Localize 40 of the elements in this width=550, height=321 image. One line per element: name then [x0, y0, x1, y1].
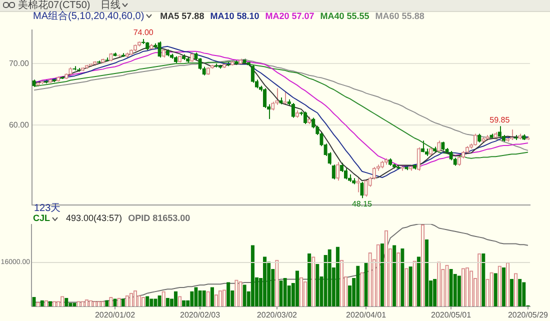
- candlestick: [474, 133, 478, 146]
- text: OPID 81653.00: [128, 213, 190, 223]
- candlestick: [420, 140, 425, 153]
- x-tick-label: 2020/01/02: [94, 310, 136, 320]
- x-tick-label: 2020/05/01: [431, 310, 472, 320]
- candlestick: [364, 178, 368, 198]
- annotation: 59.85: [490, 115, 510, 124]
- candlestick: [498, 126, 502, 139]
- annotation: 123天: [34, 202, 61, 214]
- chart-subtitle: 日线: [100, 0, 122, 11]
- y-tick-label: 60.00: [8, 120, 30, 130]
- candlestick: [332, 164, 336, 180]
- text: CJL: [33, 213, 52, 223]
- candlestick: [449, 150, 453, 161]
- x-tick-label: 2020/05/29: [508, 310, 549, 320]
- candlestick: [262, 88, 267, 108]
- text: 493.00(43:57): [66, 213, 122, 223]
- annotation: 74.00: [133, 28, 154, 38]
- candlestick: [291, 102, 295, 118]
- candlestick: [283, 90, 287, 106]
- candlestick: [158, 40, 162, 58]
- candlestick: [312, 117, 316, 129]
- text: MA10 58.10: [210, 11, 260, 21]
- candlestick: [457, 155, 461, 166]
- text: MA20 57.07: [265, 11, 314, 21]
- annotation: 48.15: [352, 199, 373, 208]
- candlestick: [416, 146, 420, 172]
- text: MA60 55.88: [375, 11, 424, 21]
- x-tick-label: 2020/04/01: [346, 310, 387, 320]
- x-tick-label: 2020/02/03: [180, 310, 221, 320]
- candlestick: [250, 64, 254, 84]
- candlestick: [360, 181, 364, 199]
- candlestick: [190, 52, 194, 62]
- text: MA40 55.55: [320, 11, 370, 21]
- y-tick-label: 70.00: [8, 58, 30, 68]
- text: MA组合(5,10,20,40,60,0): [33, 11, 146, 22]
- candlestick: [356, 178, 360, 193]
- text: MA5 57.88: [160, 11, 204, 21]
- x-tick-label: 2020/03/02: [256, 310, 298, 320]
- candlestick: [303, 111, 308, 124]
